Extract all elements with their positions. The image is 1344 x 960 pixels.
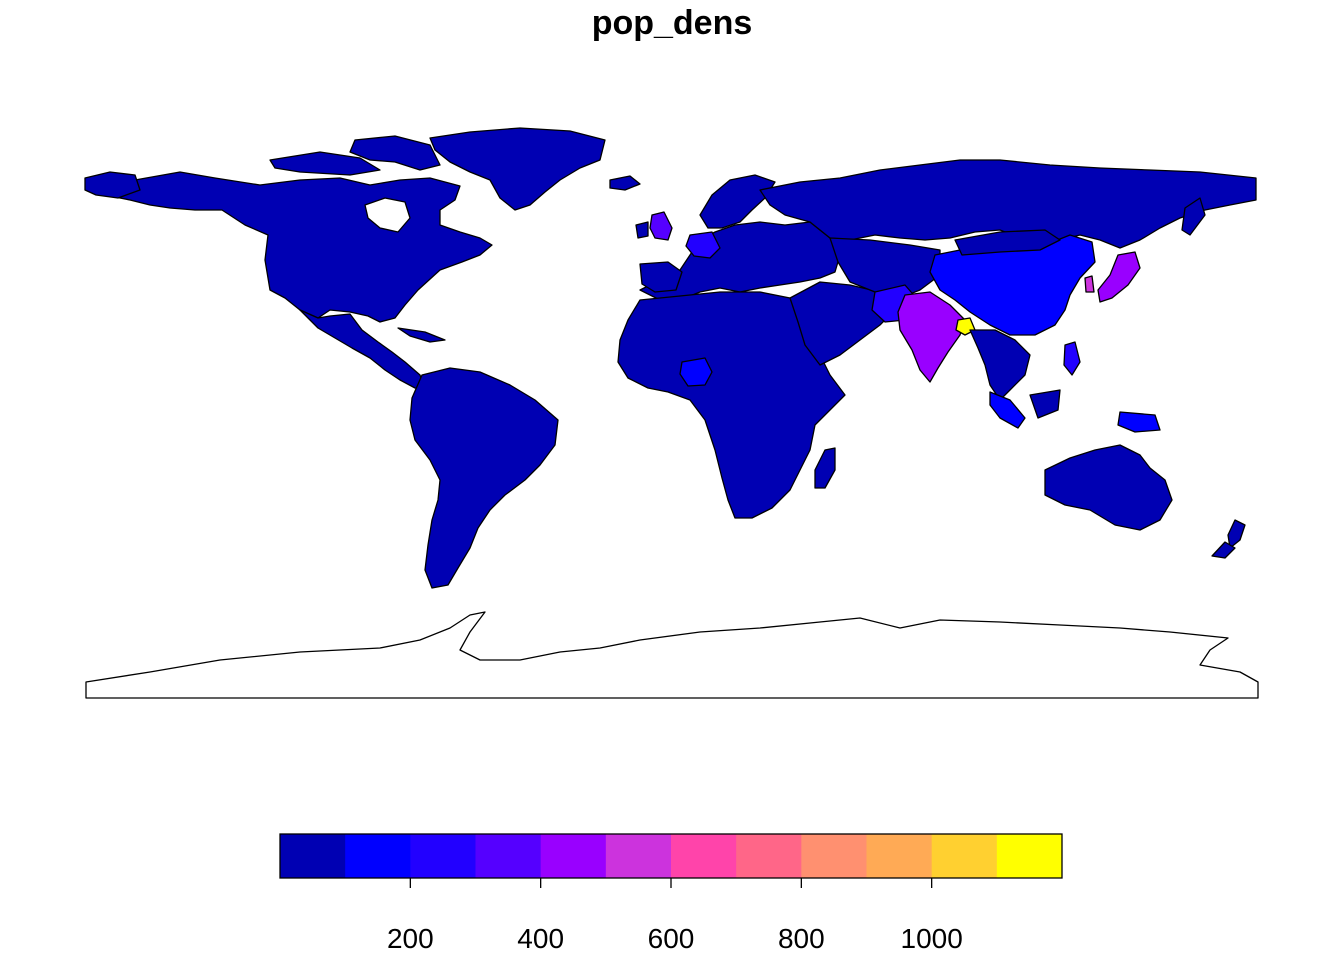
- region-new-guinea[interactable]: [1117, 411, 1161, 433]
- region-arctic-islands-2[interactable]: [269, 151, 381, 176]
- region-philippines[interactable]: [1063, 341, 1081, 376]
- region-southeast-asia[interactable]: [969, 329, 1031, 401]
- legend-tick-label: 600: [648, 923, 695, 954]
- region-new-zealand[interactable]: [1227, 519, 1246, 549]
- region-arctic-islands[interactable]: [349, 135, 441, 171]
- legend-swatch-9: [866, 834, 933, 878]
- region-germany[interactable]: [685, 231, 721, 259]
- region-india[interactable]: [897, 291, 966, 383]
- region-japan[interactable]: [1097, 251, 1141, 303]
- legend-swatch-6: [671, 834, 737, 878]
- legend-swatch-0: [280, 834, 346, 878]
- legend-tick-label: 400: [517, 923, 564, 954]
- legend-swatch-5: [605, 834, 672, 878]
- legend-swatch-2: [410, 834, 476, 878]
- region-ireland[interactable]: [635, 221, 649, 239]
- region-kamchatka[interactable]: [1181, 197, 1206, 236]
- region-greenland[interactable]: [429, 127, 606, 211]
- region-cuba[interactable]: [397, 327, 446, 343]
- region-hudson-bay: [364, 197, 411, 233]
- region-indonesia-2[interactable]: [1029, 389, 1061, 419]
- region-new-zealand-2[interactable]: [1211, 541, 1236, 559]
- legend-swatch-10: [931, 834, 998, 878]
- legend-swatch-4: [540, 834, 607, 878]
- region-central-asia[interactable]: [829, 237, 941, 301]
- map-title: pop_dens: [591, 4, 753, 42]
- legend-swatch-8: [801, 834, 867, 878]
- legend-tick-label: 800: [778, 923, 825, 954]
- legend-swatch-1: [345, 834, 411, 878]
- region-mongolia[interactable]: [954, 229, 1061, 256]
- region-korea[interactable]: [1084, 275, 1095, 293]
- legend-swatch-7: [736, 834, 802, 878]
- legend-swatch-3: [475, 834, 542, 878]
- region-iberia[interactable]: [639, 261, 683, 293]
- region-uk[interactable]: [649, 211, 673, 241]
- region-iceland[interactable]: [609, 175, 641, 191]
- region-madagascar[interactable]: [814, 447, 836, 489]
- region-middle-east[interactable]: [789, 281, 896, 366]
- region-indonesia[interactable]: [989, 391, 1026, 429]
- legend-tick-label: 1000: [901, 923, 963, 954]
- legend-swatch-11: [996, 834, 1063, 878]
- region-australia[interactable]: [1044, 444, 1173, 531]
- region-nigeria[interactable]: [679, 357, 713, 387]
- legend-tick-label: 200: [387, 923, 434, 954]
- region-antarctica[interactable]: [85, 611, 1259, 699]
- region-south-america[interactable]: [409, 367, 559, 589]
- region-alaska[interactable]: [84, 171, 141, 199]
- region-russia[interactable]: [759, 159, 1257, 249]
